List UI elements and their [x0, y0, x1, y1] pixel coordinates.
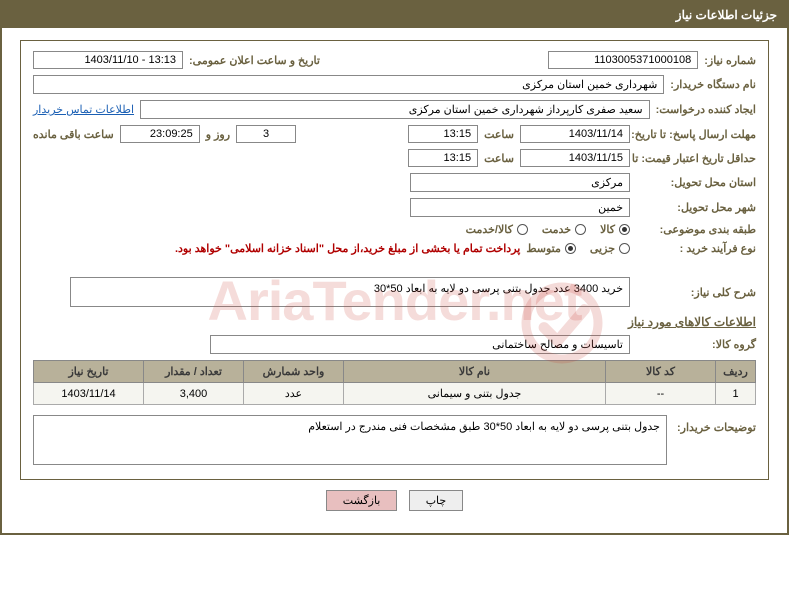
subject-class-group: کالا خدمت کالا/خدمت [466, 223, 630, 236]
goods-group-label: گروه کالا: [636, 338, 756, 351]
delivery-city-label: شهر محل تحویل: [636, 201, 756, 214]
table-cell: عدد [244, 383, 344, 405]
buyer-org-label: نام دستگاه خریدار: [670, 78, 756, 91]
deadline-days: 3 [236, 125, 296, 143]
subject-class-option[interactable]: کالا/خدمت [466, 223, 528, 236]
buy-process-option[interactable]: جزیی [590, 242, 630, 255]
buyer-org-value: شهرداری خمین استان مرکزی [33, 75, 664, 94]
min-validity-time-label: ساعت [484, 152, 514, 165]
announce-value: 13:13 - 1403/11/10 [33, 51, 183, 69]
table-header-cell: واحد شمارش [244, 361, 344, 383]
buy-process-note: پرداخت تمام یا بخشی از مبلغ خرید،از محل … [175, 242, 520, 255]
deadline-date: 1403/11/14 [520, 125, 630, 143]
table-header-cell: نام کالا [344, 361, 606, 383]
print-button[interactable]: چاپ [409, 490, 464, 511]
radio-icon[interactable] [565, 243, 576, 254]
table-cell: 3,400 [144, 383, 244, 405]
delivery-province-label: استان محل تحویل: [636, 176, 756, 189]
radio-label: کالا [600, 223, 615, 236]
table-header-cell: ردیف [716, 361, 756, 383]
section-goods-title: اطلاعات کالاهای مورد نیاز [33, 315, 756, 329]
subject-class-option[interactable]: کالا [600, 223, 630, 236]
radio-icon[interactable] [619, 243, 630, 254]
goods-group-value: تاسیسات و مصالح ساختمانی [210, 335, 630, 354]
deadline-remain-label: ساعت باقی مانده [33, 128, 114, 141]
panel-header: جزئیات اطلاعات نیاز [2, 2, 787, 28]
table-cell: 1403/11/14 [34, 383, 144, 405]
general-desc-value: خرید 3400 عدد جدول بتنی پرسی دو لایه به … [70, 277, 630, 307]
table-row: 1--جدول بتنی و سیمانیعدد3,4001403/11/14 [34, 383, 756, 405]
buy-process-group: جزیی متوسط [526, 242, 630, 255]
deadline-remain-time: 23:09:25 [120, 125, 200, 143]
delivery-province-value: مرکزی [410, 173, 630, 192]
min-validity-label: حداقل تاریخ اعتبار قیمت: تا تاریخ: [636, 152, 756, 165]
need-number-value: 1103005371000108 [548, 51, 698, 69]
back-button[interactable]: بازگشت [326, 490, 398, 511]
table-cell: 1 [716, 383, 756, 405]
radio-icon[interactable] [575, 224, 586, 235]
radio-icon[interactable] [517, 224, 528, 235]
table-header-cell: تعداد / مقدار [144, 361, 244, 383]
radio-label: کالا/خدمت [466, 223, 513, 236]
general-desc-label: شرح کلی نیاز: [636, 286, 756, 299]
deadline-time-label: ساعت [484, 128, 514, 141]
table-cell: جدول بتنی و سیمانی [344, 383, 606, 405]
table-header-cell: کد کالا [606, 361, 716, 383]
deadline-days-label: روز و [206, 128, 230, 141]
min-validity-date: 1403/11/15 [520, 149, 630, 167]
requester-label: ایجاد کننده درخواست: [656, 103, 756, 116]
radio-label: خدمت [542, 223, 571, 236]
radio-icon[interactable] [619, 224, 630, 235]
need-number-label: شماره نیاز: [704, 54, 756, 67]
subject-class-label: طبقه بندی موضوعی: [636, 223, 756, 236]
buy-process-option[interactable]: متوسط [526, 242, 576, 255]
buy-process-label: نوع فرآیند خرید : [636, 242, 756, 255]
subject-class-option[interactable]: خدمت [542, 223, 586, 236]
table-header-cell: تاریخ نیاز [34, 361, 144, 383]
requester-value: سعید صفری کارپرداز شهرداری خمین استان مر… [140, 100, 650, 119]
deadline-time: 13:15 [408, 125, 478, 143]
table-cell: -- [606, 383, 716, 405]
radio-label: متوسط [526, 242, 561, 255]
buyer-notes-value: جدول بتنی پرسی دو لایه به ابعاد 50*30 طب… [33, 415, 667, 465]
contact-link[interactable]: اطلاعات تماس خریدار [33, 103, 134, 116]
radio-label: جزیی [590, 242, 615, 255]
items-table: ردیفکد کالانام کالاواحد شمارشتعداد / مقد… [33, 360, 756, 405]
panel-title: جزئیات اطلاعات نیاز [676, 8, 777, 22]
buyer-notes-label: توضیحات خریدار: [677, 415, 756, 465]
announce-label: تاریخ و ساعت اعلان عمومی: [189, 54, 320, 67]
deadline-label: مهلت ارسال پاسخ: تا تاریخ: [636, 128, 756, 141]
min-validity-time: 13:15 [408, 149, 478, 167]
delivery-city-value: خمین [410, 198, 630, 217]
